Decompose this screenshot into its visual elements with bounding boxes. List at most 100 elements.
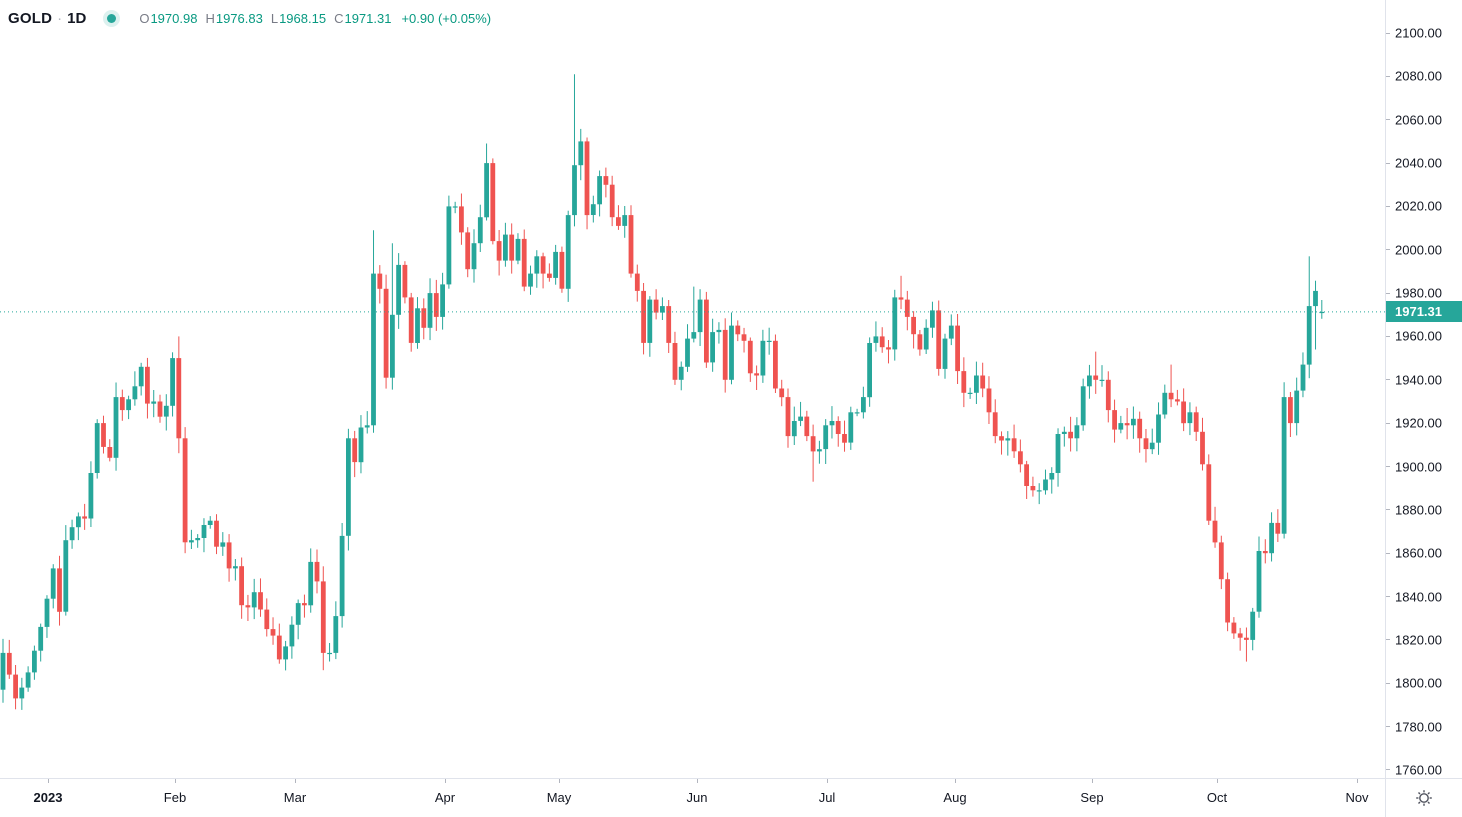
time-tick-label: Jul (818, 790, 836, 805)
candle-body (697, 299, 703, 333)
candle-body (641, 290, 646, 343)
candle-body (597, 176, 602, 205)
candle-body (465, 232, 471, 270)
symbol-name[interactable]: GOLD (8, 9, 53, 27)
candle-body (704, 299, 709, 363)
candle-body (433, 293, 439, 317)
candle-body (810, 436, 816, 452)
candle-body (1036, 490, 1042, 492)
candle-body (1124, 423, 1130, 426)
candle-body (678, 366, 684, 380)
candle-body (402, 264, 408, 298)
candle-body (804, 416, 810, 437)
time-tick-mark (827, 779, 828, 783)
candle-body (1187, 412, 1193, 424)
price-tick-mark (1386, 249, 1390, 251)
candle-body (590, 204, 596, 215)
candle-body (861, 397, 866, 413)
candle-body (1237, 633, 1243, 638)
candle-body (1225, 579, 1230, 623)
candle-body (547, 273, 552, 278)
candle-body (283, 646, 288, 660)
candle-body (1313, 290, 1318, 307)
candle-body (239, 566, 244, 606)
candle-body (76, 516, 81, 528)
candle-body (603, 176, 609, 185)
candle-body (974, 375, 979, 393)
candle-body (119, 397, 125, 411)
candle-body (722, 329, 728, 380)
candle-body (32, 650, 37, 673)
price-scale-settings-gear-icon[interactable] (1413, 787, 1435, 809)
time-tick-mark (175, 779, 176, 783)
candle-body (917, 334, 923, 350)
candle-body (182, 438, 188, 543)
candle-body (1068, 431, 1073, 439)
candle-body (126, 399, 131, 411)
candle-body (371, 273, 376, 426)
candle-body (616, 217, 621, 226)
open-readout: O1970.98 (139, 10, 198, 26)
candle-body (484, 163, 489, 218)
candle-body (779, 388, 785, 398)
candle-body (264, 609, 270, 630)
candlestick-chart[interactable] (0, 0, 1385, 778)
price-tick-mark (1386, 422, 1390, 424)
candle-body (1118, 423, 1124, 430)
candle-body (747, 340, 753, 374)
candle-body (289, 624, 295, 647)
candle-body (233, 566, 238, 569)
chart-pane[interactable]: GOLD · 1D O1970.98 H1976.83 L1968.15 C19… (0, 0, 1385, 778)
price-tick-label: 1960.00 (1395, 328, 1442, 344)
candle-body (427, 293, 433, 328)
candle-body (44, 598, 50, 627)
time-tick-mark (1092, 779, 1093, 783)
candle-body (584, 141, 590, 216)
time-axis[interactable]: 2023 Feb Mar Apr May Jun Jul Aug Sep Oct Nov (0, 778, 1385, 817)
candle-body (961, 371, 967, 393)
low-readout: L1968.15 (270, 10, 327, 26)
price-tick-label: 2040.00 (1395, 155, 1442, 171)
candle-body (421, 308, 427, 328)
candle-body (773, 340, 778, 389)
candle-body (528, 273, 533, 287)
candle-body (496, 241, 502, 261)
price-tick-mark (1386, 75, 1390, 77)
price-tick-label: 1900.00 (1395, 459, 1442, 474)
candle-body (766, 340, 772, 342)
price-axis[interactable]: 1971.31 2100.00 2080.00 2060.00 2040.00 2020… (1385, 0, 1462, 778)
candle-body (377, 273, 383, 289)
candle-body (1281, 397, 1287, 534)
axis-corner[interactable] (1385, 778, 1462, 817)
candle-body (138, 366, 144, 387)
price-tick-mark (1386, 335, 1390, 337)
candle-body (653, 299, 659, 313)
market-status-dot-icon[interactable] (107, 13, 117, 23)
candle-body (867, 343, 872, 398)
candle-body (415, 308, 420, 343)
candle-body (396, 264, 401, 315)
timeframe-label[interactable]: 1D (67, 9, 87, 27)
time-tick-mark (955, 779, 956, 783)
candle-body (1288, 397, 1293, 424)
time-tick-mark (1357, 779, 1358, 783)
candle-body (898, 297, 904, 300)
price-tick-mark (1386, 509, 1390, 511)
candle-body (390, 314, 395, 378)
candle-body (327, 652, 332, 655)
candle-body (691, 332, 697, 339)
candle-body (1149, 442, 1155, 450)
candle-body (666, 306, 672, 343)
price-tick-label: 2000.00 (1395, 242, 1442, 258)
candle-body (904, 299, 910, 317)
candle-body (848, 412, 854, 443)
candle-body (1300, 364, 1306, 391)
candle-body (113, 397, 119, 458)
candle-body (1244, 637, 1249, 640)
candle-body (295, 603, 301, 625)
candle-body (886, 347, 891, 350)
price-tick-label: 2060.00 (1395, 112, 1442, 128)
price-tick-label: 2080.00 (1395, 68, 1442, 84)
candle-body (452, 206, 458, 208)
